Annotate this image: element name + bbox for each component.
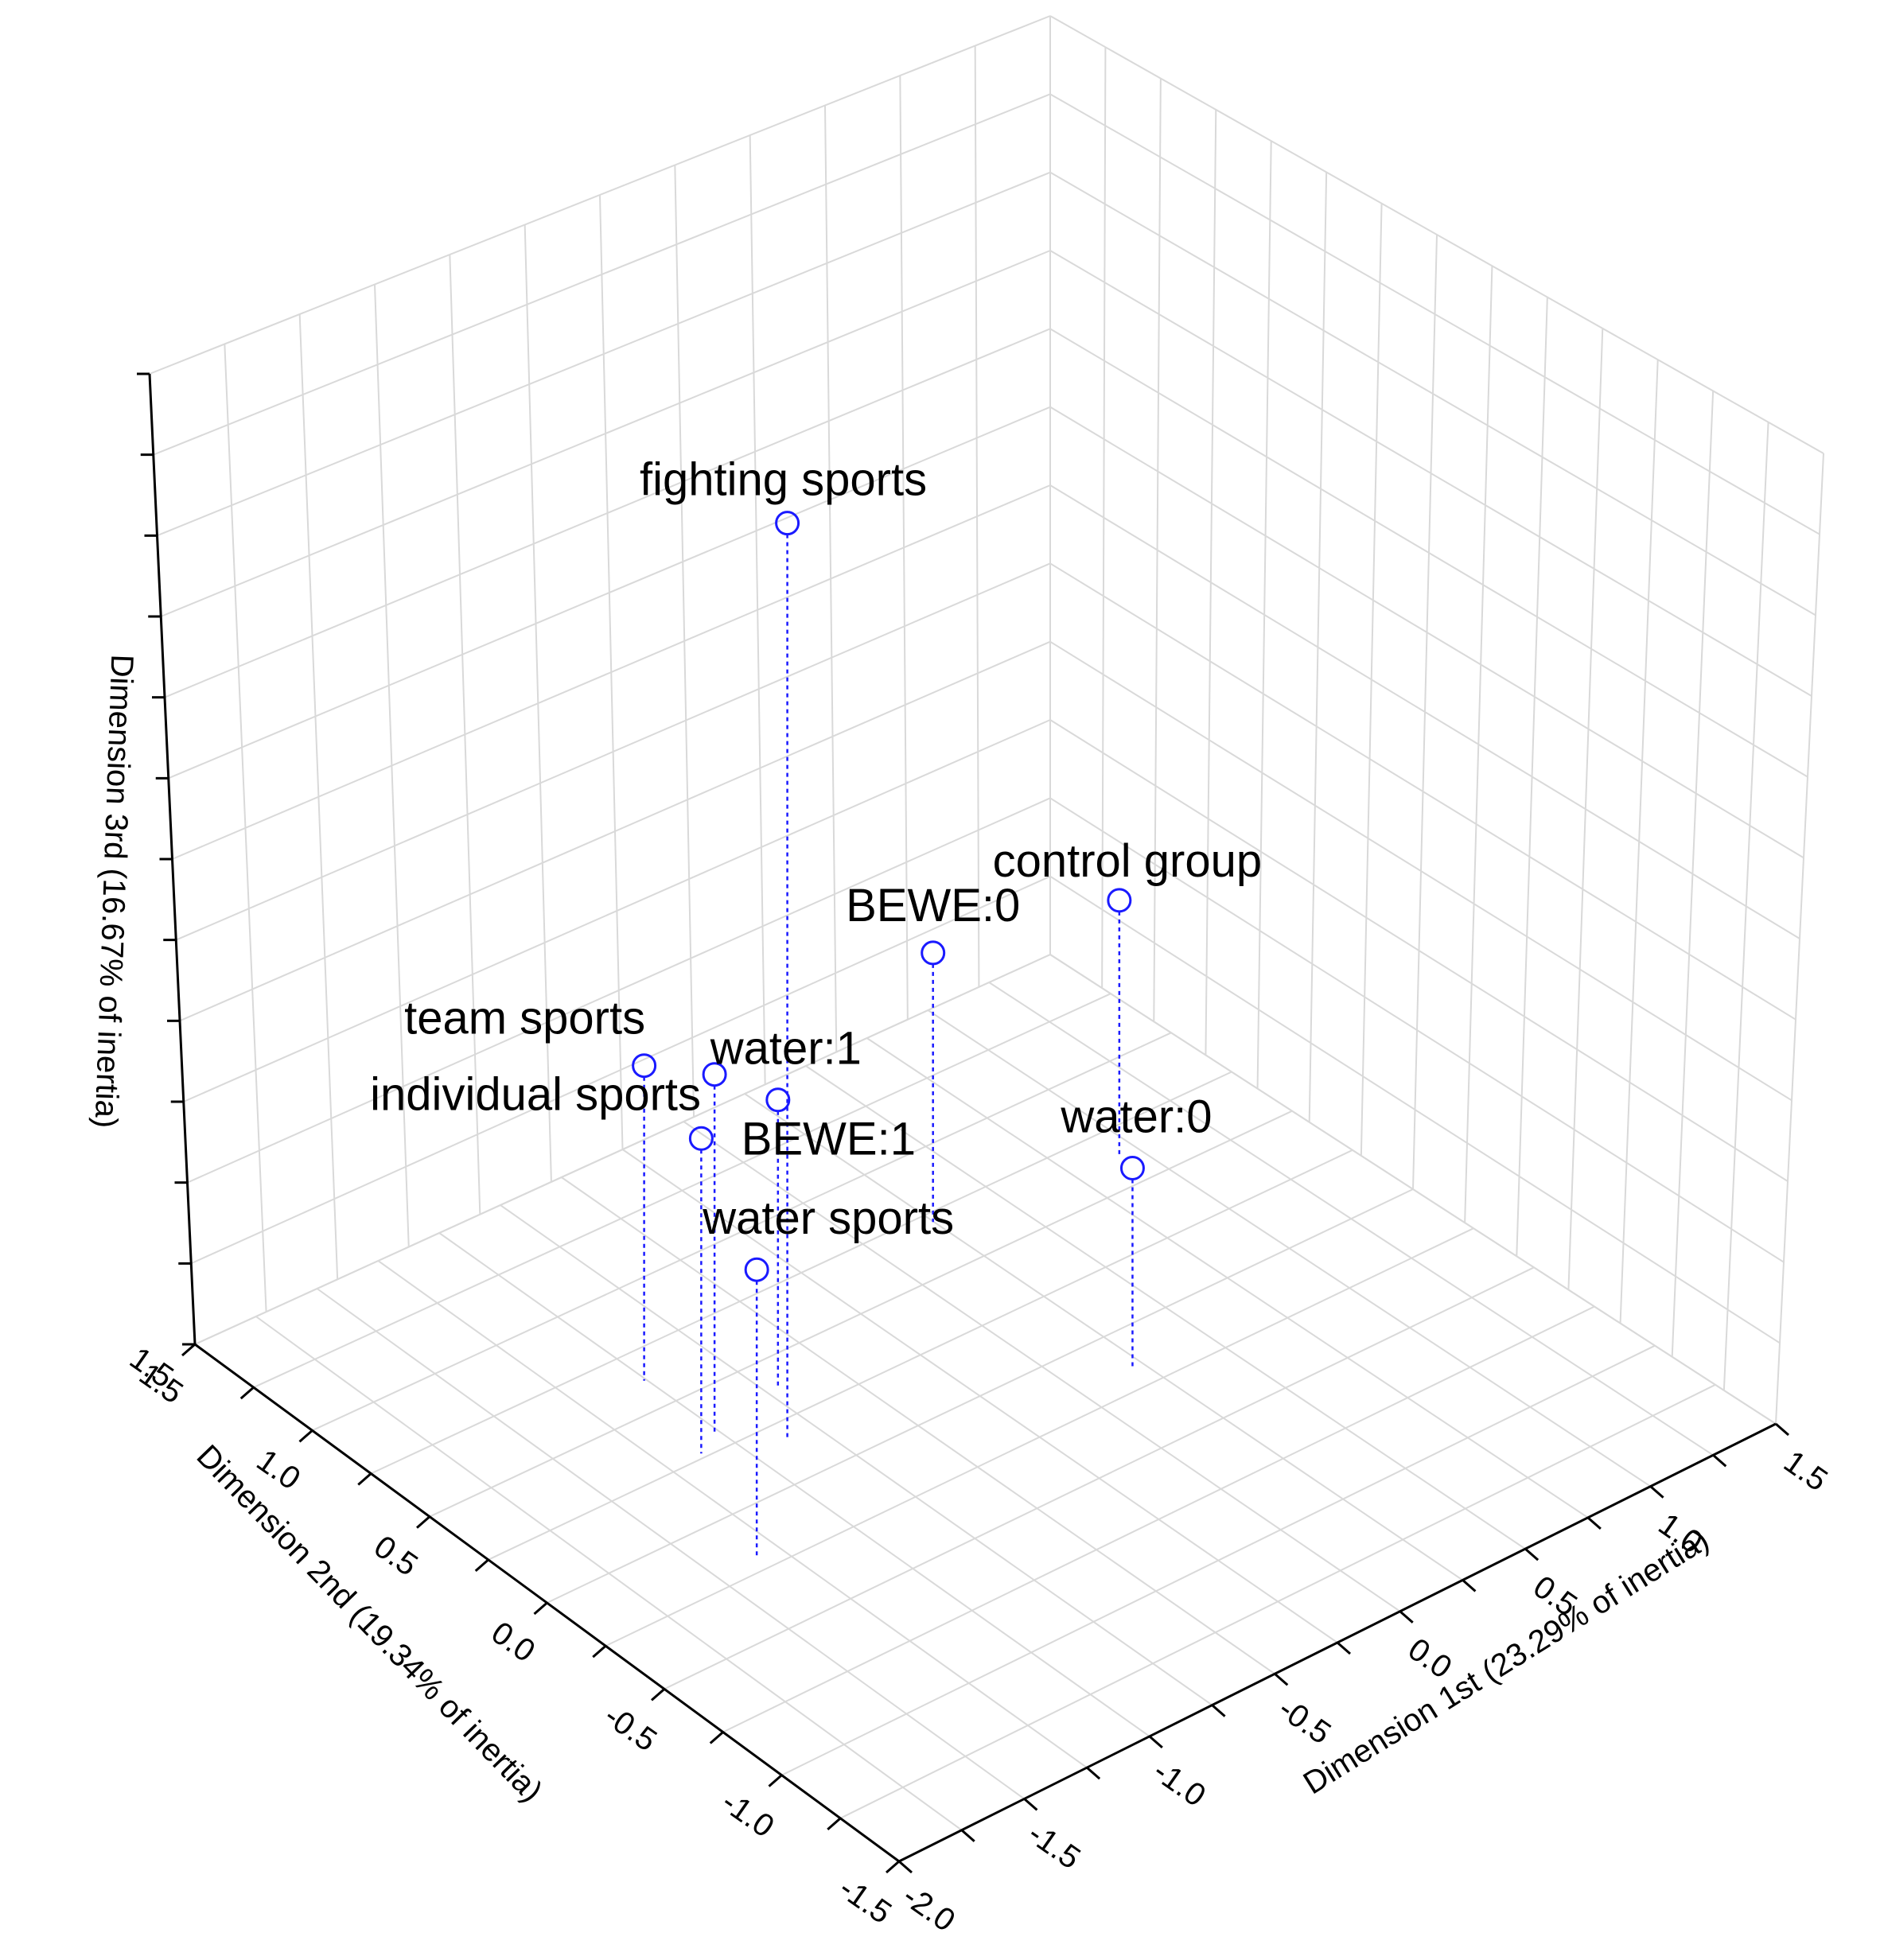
- y-tick-mark: [416, 1515, 430, 1529]
- floor-grid-line: [429, 1110, 1293, 1518]
- y-tick-mark: [709, 1731, 724, 1744]
- right-wall-grid-line: [1049, 484, 1800, 939]
- right-wall-grid-line: [1049, 171, 1816, 616]
- data-points: [632, 511, 1145, 1282]
- x-tick-mark: [1148, 1735, 1163, 1748]
- right-wall-grid-line: [1049, 250, 1812, 697]
- y-tick-mark: [357, 1472, 372, 1486]
- data-point-marker: [688, 1126, 714, 1151]
- x-tick-mark: [1399, 1610, 1414, 1624]
- floor-grid-line: [253, 993, 1111, 1389]
- data-point-marker: [702, 1062, 727, 1087]
- y-tick-mark: [592, 1645, 607, 1659]
- x-tick-mark: [1086, 1767, 1101, 1780]
- data-point-marker: [1107, 888, 1132, 913]
- x-tick-mark: [1649, 1485, 1664, 1499]
- x-tick-mark: [898, 1860, 913, 1874]
- left-wall-grid-line: [183, 719, 1051, 1102]
- right-wall-grid-line: [1049, 954, 1777, 1425]
- x-tick-mark: [1337, 1641, 1351, 1655]
- grid-lines: [149, 15, 1824, 1862]
- point-label: water:0: [1060, 1091, 1212, 1142]
- x-tick-mark: [1775, 1422, 1789, 1437]
- x-tick-mark: [1586, 1516, 1602, 1530]
- point-label: water:1: [710, 1023, 862, 1075]
- y-tick-mark: [239, 1386, 255, 1400]
- floor-grid-line: [547, 1188, 1414, 1604]
- floor-grid-line: [722, 1305, 1595, 1733]
- right-wall-grid-line: [1049, 640, 1793, 1102]
- data-point-marker: [632, 1053, 657, 1079]
- y-tick-mark: [298, 1429, 313, 1443]
- y-tick-mark: [651, 1688, 665, 1701]
- x-tick-mark: [1274, 1673, 1289, 1686]
- right-wall-grid-line: [1049, 562, 1796, 1021]
- floor-grid-line: [312, 1032, 1172, 1432]
- y-tick-mark: [827, 1817, 842, 1830]
- x-tick-mark: [1462, 1579, 1477, 1592]
- point-label: BEWE:1: [742, 1113, 916, 1165]
- axis-frame: [137, 372, 1789, 1874]
- left-wall-grid-line: [153, 93, 1051, 456]
- y-tick-mark: [886, 1860, 900, 1874]
- x-tick-mark: [960, 1829, 975, 1842]
- floor-grid-line: [605, 1227, 1474, 1647]
- x-tick-mark: [1211, 1704, 1226, 1717]
- point-label: individual sports: [370, 1069, 701, 1121]
- x-tick-mark: [1712, 1454, 1727, 1468]
- left-wall-grid-line: [160, 250, 1051, 617]
- data-point-marker: [765, 1087, 791, 1113]
- right-wall-grid-line: [1049, 719, 1789, 1182]
- data-point-marker: [775, 511, 800, 536]
- left-wall-grid-line: [168, 406, 1051, 780]
- floor-grid-line: [781, 1344, 1656, 1776]
- point-labels: fighting sports water:1 BEWE:0 team sports i…: [370, 454, 1262, 1245]
- y-tick-mark: [768, 1774, 783, 1787]
- y-tick-mark: [181, 1343, 196, 1357]
- right-wall-grid-line: [1049, 797, 1785, 1263]
- left-wall-grid-line: [187, 797, 1051, 1184]
- point-label: control group: [993, 835, 1263, 887]
- x-tick-mark: [1524, 1548, 1540, 1561]
- left-wall-grid-line: [190, 875, 1051, 1265]
- right-wall-grid-line: [1049, 328, 1808, 778]
- y-tick-mark: [533, 1601, 548, 1616]
- point-label: team sports: [404, 993, 645, 1044]
- floor-grid-line: [370, 1071, 1232, 1475]
- point-label: fighting sports: [640, 454, 927, 506]
- data-point-marker: [744, 1257, 769, 1282]
- right-wall-grid-line: [1049, 875, 1781, 1344]
- point-label: BEWE:0: [846, 880, 1020, 931]
- left-wall-grid-line: [149, 15, 1051, 375]
- drop-lines: [643, 534, 1134, 1557]
- floor-grid-line: [839, 1383, 1716, 1819]
- floor-grid-line: [664, 1266, 1535, 1690]
- x-tick-mark: [1023, 1798, 1038, 1811]
- right-wall-grid-line: [1049, 406, 1804, 859]
- left-wall-grid-line: [157, 171, 1051, 537]
- right-wall-grid-line: [1049, 93, 1820, 535]
- data-point-marker: [921, 940, 946, 966]
- floor-grid-line: [488, 1149, 1353, 1561]
- left-wall-grid-line: [179, 640, 1051, 1022]
- left-wall-grid-line: [194, 954, 1051, 1345]
- left-wall-grid-line: [164, 328, 1051, 698]
- y-tick-mark: [474, 1558, 489, 1572]
- left-wall-grid-line: [172, 484, 1051, 860]
- left-wall-grid-line: [175, 562, 1051, 941]
- point-label: water sports: [702, 1192, 954, 1244]
- data-point-marker: [1119, 1155, 1145, 1180]
- right-wall-grid-line: [1049, 15, 1824, 454]
